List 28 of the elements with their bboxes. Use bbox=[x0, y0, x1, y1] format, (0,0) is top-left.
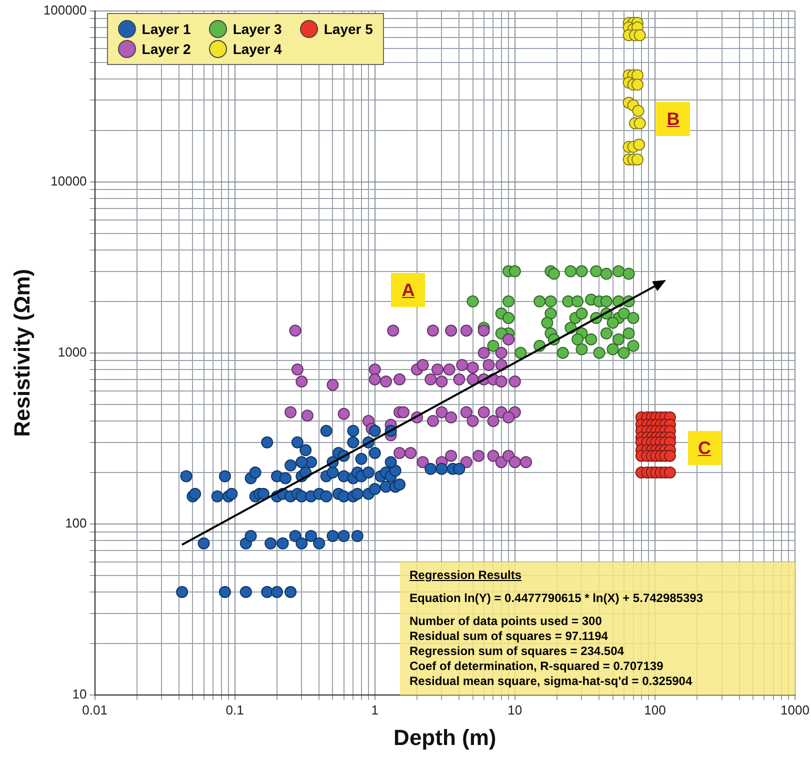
annotation: Residual sum of squares = 97.1194 bbox=[410, 629, 609, 644]
annotation: Number of data points used = 300 bbox=[410, 614, 603, 629]
y-tick-label: 1000 bbox=[58, 344, 87, 360]
y-tick-label: 100 bbox=[65, 516, 87, 531]
annotation: Regression sum of squares = 234.504 bbox=[410, 644, 625, 659]
x-tick-label: 1 bbox=[371, 702, 378, 718]
label-tag: B bbox=[656, 102, 690, 136]
y-tick-label: 10000 bbox=[50, 173, 87, 188]
legend-label: Layer 2 bbox=[142, 40, 191, 57]
x-axis-title: Depth (m) bbox=[394, 724, 496, 750]
x-tick-label: 0.1 bbox=[226, 702, 244, 718]
y-axis-title: Resistivity (Ωm) bbox=[9, 268, 34, 437]
legend-label: Layer 4 bbox=[232, 40, 282, 57]
label-tag: A bbox=[391, 272, 426, 307]
annotation: Equation ln(Y) = 0.4477790615 * ln(X) + 5.742985393 bbox=[410, 591, 704, 606]
x-tick-label: 10 bbox=[508, 702, 522, 718]
x-tick-label: 0.01 bbox=[82, 702, 108, 718]
y-tick-label: 100000 bbox=[43, 2, 87, 18]
annotation: Regression Results bbox=[410, 568, 523, 583]
legend-label: Layer 5 bbox=[324, 20, 373, 37]
annotation: Coef of determination, R-squared = 0.707139 bbox=[410, 659, 664, 674]
x-tick-label: 1000 bbox=[780, 702, 810, 718]
y-tick-label: 10 bbox=[72, 686, 87, 702]
x-tick-label: 100 bbox=[644, 702, 666, 718]
legend-label: Layer 3 bbox=[232, 20, 282, 37]
annotation: Residual mean square, sigma-hat-sq'd = 0.325904 bbox=[410, 674, 694, 689]
legend-label: Layer 1 bbox=[142, 20, 191, 37]
label-tag: C bbox=[688, 430, 722, 465]
